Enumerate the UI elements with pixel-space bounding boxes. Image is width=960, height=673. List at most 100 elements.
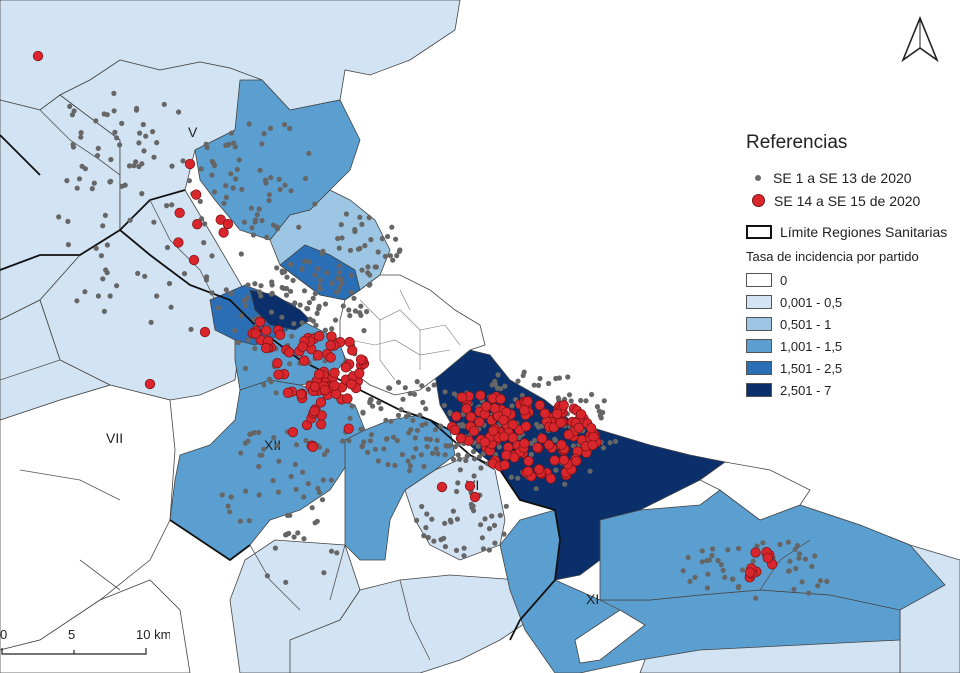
gray-point: [297, 302, 303, 308]
gray-point: [291, 534, 297, 540]
red-point: [519, 438, 530, 449]
gray-point: [359, 221, 365, 227]
gray-point: [95, 145, 101, 151]
gray-point: [223, 183, 229, 189]
gray-point: [67, 103, 73, 109]
gray-point: [750, 558, 756, 564]
gray-point: [231, 140, 237, 146]
gray-point: [74, 298, 80, 304]
gray-point: [475, 443, 481, 449]
red-point: [522, 466, 534, 477]
red-point: [556, 439, 567, 450]
gray-point: [139, 191, 145, 197]
red-point: [558, 400, 569, 411]
class-label-5: 2,501 - 7: [780, 382, 832, 398]
gray-point: [412, 435, 418, 441]
gray-point: [249, 225, 255, 231]
gray-point: [463, 457, 469, 464]
swatch-4-icon: [746, 361, 772, 375]
gray-point: [295, 530, 301, 536]
gray-point: [227, 509, 233, 515]
gray-point: [181, 271, 188, 277]
gray-point: [264, 234, 270, 240]
gray-point: [393, 236, 399, 242]
gray-point: [166, 280, 173, 287]
gray-point: [256, 492, 262, 498]
gray-point: [378, 406, 384, 412]
gray-point: [336, 245, 342, 251]
gray-point: [164, 244, 171, 251]
gray-point: [321, 570, 327, 576]
gray-point: [223, 194, 229, 200]
gray-point: [246, 518, 252, 524]
gray-point: [509, 403, 515, 409]
gray-point: [329, 280, 335, 286]
gray-point: [250, 232, 257, 238]
gray-point: [228, 290, 234, 297]
gray-point: [442, 520, 448, 526]
gray-point: [336, 269, 342, 276]
gray-point: [552, 436, 558, 442]
gray-point: [785, 539, 792, 545]
land-blue-mid: [344, 414, 456, 561]
gray-point: [753, 595, 759, 601]
gray-point: [101, 308, 107, 314]
gray-point: [246, 121, 252, 127]
gray-point: [532, 437, 538, 443]
gray-point: [432, 427, 439, 433]
red-point: [489, 403, 500, 414]
gray-point: [312, 272, 318, 278]
gray-point: [264, 573, 270, 579]
gray-point: [453, 547, 460, 554]
gray-point: [169, 202, 175, 208]
gray-point: [223, 287, 229, 293]
gray-point: [93, 245, 99, 251]
class-label-2: 0,501 - 1: [780, 316, 832, 332]
gray-point: [461, 545, 467, 551]
gray-point: [497, 512, 503, 519]
gray-point: [458, 423, 464, 429]
gray-point: [267, 125, 274, 131]
gray-point: [357, 310, 363, 316]
scale-tick-5: 5: [68, 627, 75, 642]
gray-point: [461, 553, 467, 559]
red-point: [329, 380, 340, 391]
gray-point: [358, 426, 364, 432]
gray-point: [266, 197, 272, 204]
gray-point: [457, 456, 463, 462]
red-point: [250, 328, 261, 339]
gray-point: [372, 446, 379, 452]
gray-point: [482, 516, 488, 522]
gray-point: [722, 574, 728, 580]
gray-point: [520, 372, 526, 379]
gray-point: [270, 222, 277, 228]
gray-point: [241, 297, 247, 304]
gray-point: [735, 545, 742, 552]
red-point: [587, 439, 598, 451]
gray-point: [279, 314, 285, 320]
gray-point: [248, 205, 254, 211]
gray-point: [276, 458, 282, 464]
gray-point: [117, 142, 123, 148]
red-point: [456, 392, 468, 403]
red-point: [455, 433, 467, 444]
gray-point: [290, 277, 296, 283]
gray-point: [386, 385, 392, 391]
gray-point: [259, 217, 265, 224]
red-point: [309, 381, 321, 392]
gray-point: [316, 283, 322, 289]
gray-point: [382, 253, 388, 259]
gray-point: [357, 214, 363, 220]
gray-point: [817, 578, 824, 584]
red-point: [32, 50, 44, 62]
gray-point: [420, 399, 426, 405]
gray-point: [230, 185, 236, 191]
red-point: [551, 408, 563, 419]
gray-point: [302, 175, 309, 182]
gray-point: [486, 526, 493, 532]
gray-point: [284, 285, 290, 292]
gray-point: [197, 198, 203, 204]
class-label-1: 0,001 - 0,5: [780, 294, 843, 310]
gray-point: [704, 557, 710, 564]
red-point: [520, 421, 532, 432]
